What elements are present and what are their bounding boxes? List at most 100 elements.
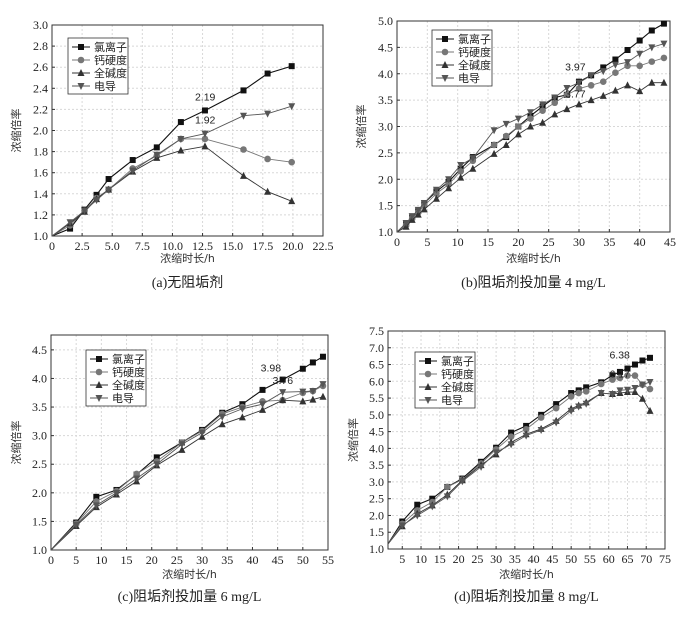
data-point-triangle-down-marker: [428, 503, 436, 511]
legend-label: 电导: [94, 80, 116, 93]
chart-caption: (b)阻垢剂投加量 4 mg/L: [461, 275, 606, 291]
legend-triangle-up-marker: [441, 61, 449, 68]
plot-frame: [387, 330, 666, 550]
x-tick-label: 50: [565, 552, 577, 566]
data-point-triangle-down-marker: [408, 213, 416, 221]
chart-panel-c: 0 5 10 15 20 25 30 35 40 45 50 55 1.0 1.5 2.0 2.5 3.0 3.5…: [9, 334, 334, 605]
data-point-triangle-down-marker: [420, 199, 428, 207]
legend-label: 电导: [112, 392, 134, 405]
legend-item: 钙硬度: [90, 365, 145, 379]
y-tick-label: 4.5: [378, 40, 393, 54]
x-tick-label: 35: [221, 553, 233, 567]
data-point-circle-marker: [582, 388, 590, 395]
data-point-triangle-down-marker: [611, 61, 619, 69]
data-point-triangle-down-marker: [319, 381, 327, 389]
data-point-circle-marker: [636, 62, 643, 70]
x-tick-label: 60: [603, 552, 615, 566]
x-tick-label: 20: [146, 553, 158, 567]
data-point-triangle-down-marker: [66, 219, 74, 227]
y-tick-label: 6.5: [369, 358, 384, 372]
x-tick-label: 0: [394, 235, 400, 249]
x-tick-label: 12.5: [192, 239, 213, 253]
data-point-triangle-up-marker: [279, 396, 287, 404]
data-point-triangle-up-marker: [218, 420, 226, 428]
data-point-triangle-down-marker: [616, 387, 624, 395]
legend-item: 氯离子: [90, 352, 145, 366]
legend-label: 全碱度: [458, 58, 491, 72]
series-2: [50, 392, 327, 551]
y-tick-label: 1.2: [33, 208, 48, 222]
x-tick-label: 10: [95, 553, 107, 567]
data-point-circle-marker: [616, 374, 624, 382]
x-tick-label: 40: [246, 553, 258, 567]
y-tick-label: 1.8: [33, 145, 48, 159]
data-point-triangle-down-marker: [567, 407, 575, 415]
chart-caption: (c)阻垢剂投加量 6 mg/L: [118, 589, 262, 605]
data-point-triangle-up-marker: [539, 118, 547, 126]
data-point-triangle-down-marker: [279, 389, 287, 397]
data-point-triangle-down-marker: [522, 432, 530, 440]
data-point-square-marker: [259, 386, 266, 393]
legend-circle-marker: [95, 368, 103, 376]
data-point-triangle-down-marker: [92, 502, 100, 510]
data-point-circle-marker: [264, 155, 271, 163]
legend-label: 全碱度: [441, 380, 474, 394]
x-tick-label: 35: [509, 552, 521, 566]
data-point-triangle-down-marker: [638, 381, 646, 389]
y-tick-label: 2.0: [32, 486, 47, 500]
y-axis-title: 浓缩倍率: [9, 109, 23, 153]
series-line: [50, 383, 324, 551]
data-point-square-marker: [153, 454, 160, 461]
data-point-triangle-down-marker: [198, 429, 206, 437]
y-tick-label: 1.0: [32, 543, 47, 557]
x-tick-label: 5: [399, 552, 405, 566]
legend-item: 全碱度: [419, 380, 474, 394]
data-point-triangle-up-marker: [502, 140, 510, 148]
legend-item: 氯离子: [72, 40, 127, 54]
data-point-triangle-down-marker: [153, 461, 161, 469]
data-point-square-marker: [153, 144, 160, 151]
data-point-triangle-up-marker: [259, 405, 267, 413]
x-axis-title: 浓缩时长/h: [499, 568, 554, 581]
legend-label: 氯离子: [94, 40, 127, 54]
data-point-triangle-down-marker: [599, 68, 607, 76]
data-point-triangle-up-marker: [264, 187, 272, 195]
x-tick-label: 45: [272, 553, 284, 567]
data-point-triangle-up-marker: [624, 81, 632, 89]
y-tick-label: 1.0: [33, 229, 48, 243]
data-point-triangle-up-marker: [575, 100, 583, 108]
y-tick-label: 2.5: [378, 146, 393, 160]
legend-circle-marker: [77, 56, 85, 64]
legend-label: 电导: [458, 72, 480, 85]
data-point-triangle-down-marker: [660, 40, 668, 48]
series-3: [387, 378, 654, 545]
data-point-circle-marker: [624, 372, 631, 379]
x-tick-label: 15.0: [222, 239, 243, 253]
annotation-label: 6.17: [609, 368, 630, 380]
legend-triangle-up-marker: [95, 381, 103, 388]
data-point-square-marker: [279, 376, 286, 383]
annotation-label: 3.77: [565, 88, 586, 100]
x-tick-label: 45: [546, 552, 558, 566]
data-point-triangle-down-marker: [414, 206, 422, 214]
data-point-circle-marker: [575, 85, 583, 92]
data-point-triangle-down-marker: [133, 475, 141, 483]
series-2: [396, 78, 668, 233]
data-point-circle-marker: [552, 404, 560, 412]
data-point-triangle-up-marker: [490, 149, 498, 157]
y-tick-label: 2.4: [33, 81, 48, 95]
data-point-triangle-down-marker: [178, 441, 186, 449]
data-point-square-marker: [414, 501, 421, 508]
x-tick-label: 45: [664, 235, 676, 249]
legend-item: 钙硬度: [72, 53, 127, 67]
data-point-square-marker: [309, 359, 316, 366]
x-tick-label: 5.0: [105, 239, 120, 253]
y-tick-label: 4.0: [32, 371, 47, 385]
data-point-triangle-up-marker: [288, 197, 296, 205]
series-line: [387, 375, 651, 545]
data-point-square-marker: [624, 47, 631, 54]
y-tick-label: 2.2: [33, 102, 48, 116]
data-point-triangle-up-marker: [587, 96, 595, 104]
data-point-square-marker: [553, 401, 560, 408]
